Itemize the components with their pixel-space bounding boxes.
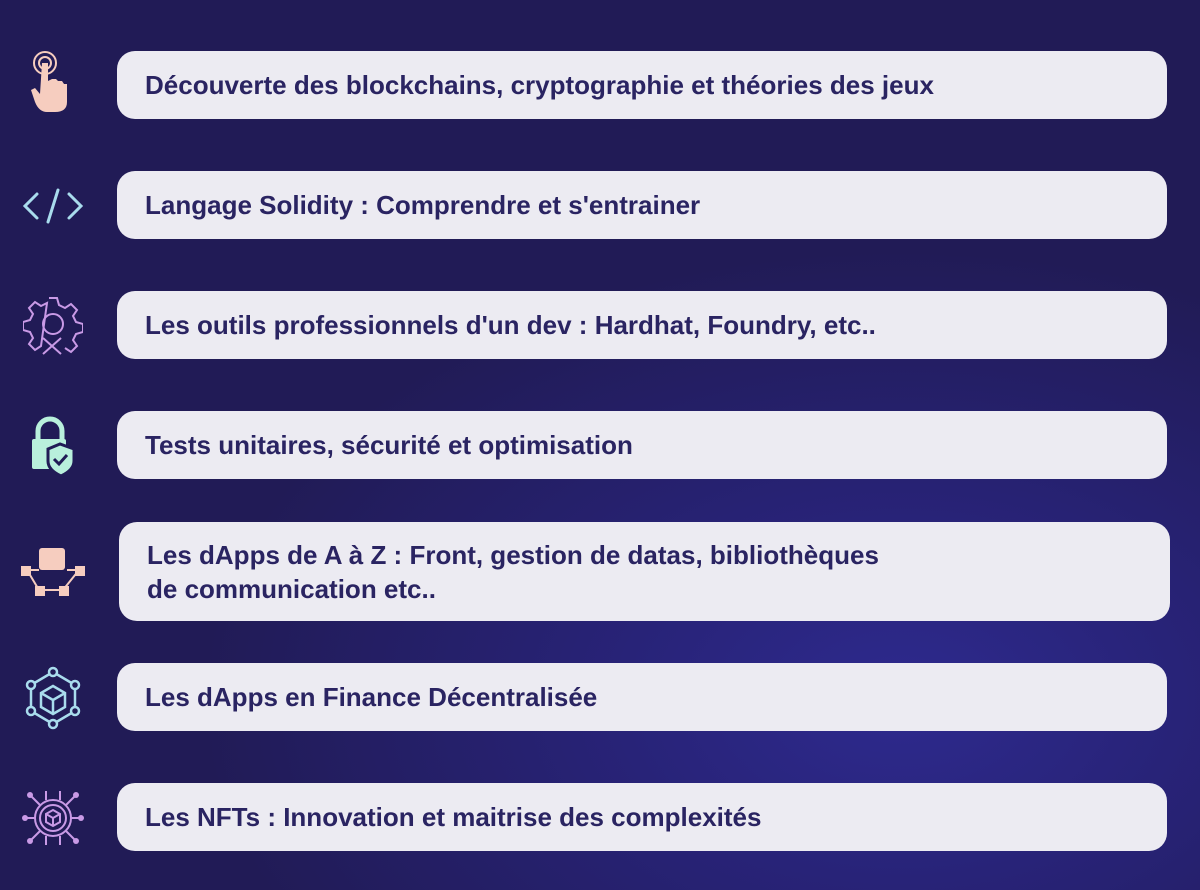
cube-hexagon-icon — [18, 663, 88, 733]
code-icon — [18, 171, 88, 241]
item-label: Les NFTs : Innovation et maitrise des co… — [145, 802, 762, 832]
hand-touch-icon — [18, 47, 88, 117]
list-item-pill: Découverte des blockchains, cryptographi… — [117, 51, 1167, 119]
item-label: Tests unitaires, sécurité et optimisatio… — [145, 430, 633, 460]
item-label-line2: de communication etc.. — [147, 573, 436, 604]
item-label: Langage Solidity : Comprendre et s'entra… — [145, 190, 701, 220]
list-item-pill: Langage Solidity : Comprendre et s'entra… — [117, 171, 1167, 239]
network-nodes-icon — [18, 537, 88, 607]
list-item-pill: Tests unitaires, sécurité et optimisatio… — [117, 411, 1167, 479]
lock-shield-icon — [18, 411, 88, 481]
item-label: Découverte des blockchains, cryptographi… — [145, 70, 934, 100]
item-label: Les dApps de A à Z : Front, gestion de d… — [147, 539, 879, 570]
list-item-pill: Les NFTs : Innovation et maitrise des co… — [117, 783, 1167, 851]
list-item-pill: Les outils professionnels d'un dev : Har… — [117, 291, 1167, 359]
gear-tools-icon — [18, 291, 88, 361]
list-item-pill: Les dApps de A à Z : Front, gestion de d… — [119, 522, 1170, 621]
cube-circuit-icon — [18, 783, 88, 853]
item-label: Les dApps en Finance Décentralisée — [145, 682, 598, 712]
list-item-pill: Les dApps en Finance Décentralisée — [117, 663, 1167, 731]
item-label: Les outils professionnels d'un dev : Har… — [145, 310, 876, 340]
